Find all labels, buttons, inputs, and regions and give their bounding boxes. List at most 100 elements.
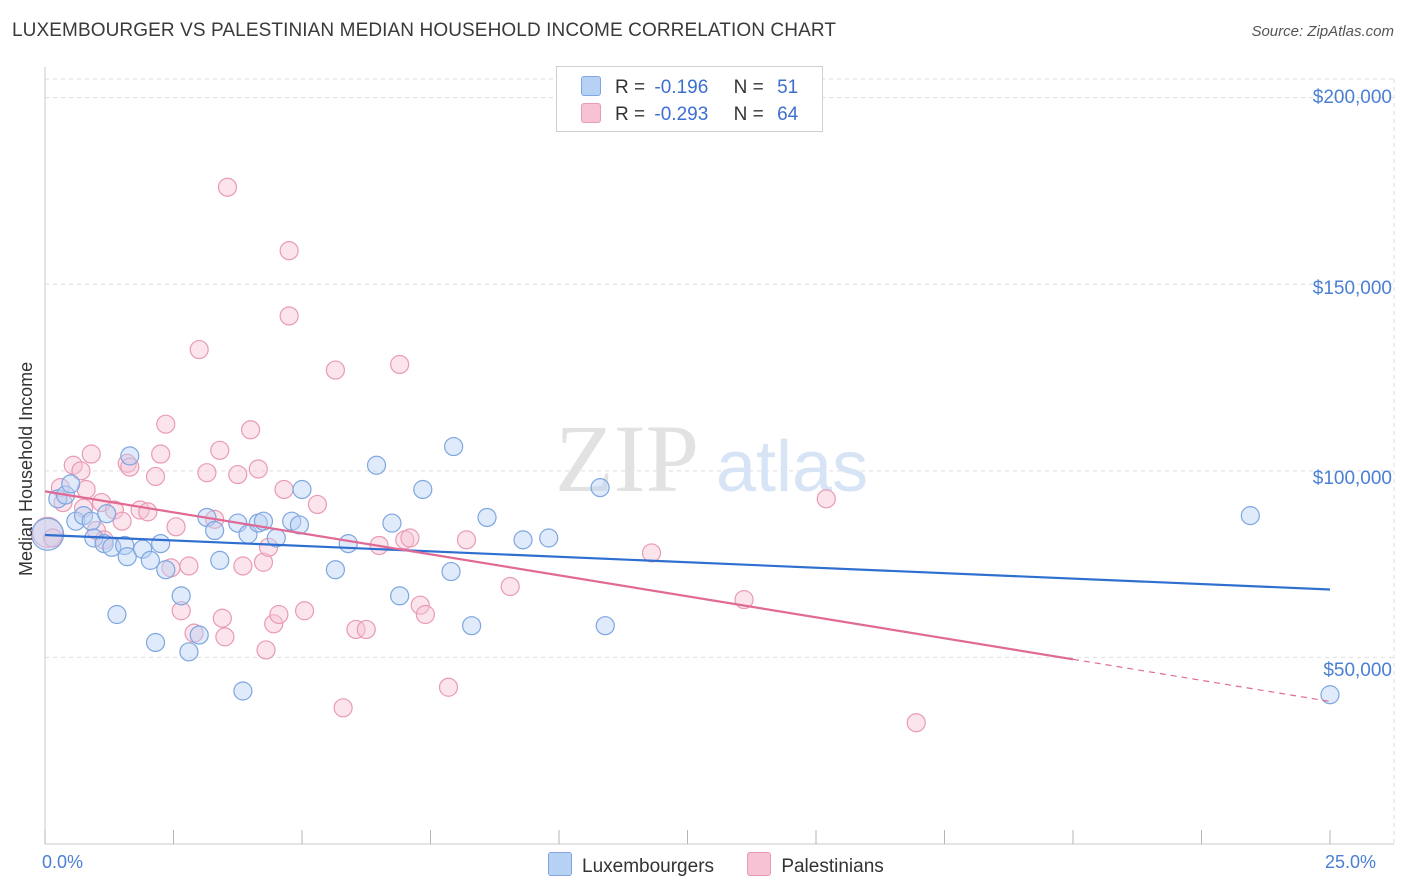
luxembourger-point [590, 478, 610, 498]
luxembourger-point [462, 616, 482, 636]
palestinian-point [410, 595, 430, 615]
legend-swatch-pink [581, 103, 601, 123]
legend-r-label: R = [615, 77, 646, 98]
legend-n-value: 64 [777, 104, 799, 125]
y-tick-label: $200,000 [1312, 87, 1392, 108]
luxembourger-point [140, 550, 160, 570]
palestinian-point [166, 517, 186, 537]
luxembourger-point [413, 479, 433, 500]
luxembourger-point [382, 513, 402, 533]
legend-r-label: R = [615, 104, 646, 125]
watermark-zip: ZIP [555, 405, 699, 512]
palestinian-point [307, 494, 328, 515]
palestinian-point [171, 601, 191, 621]
legend-label-luxembourgers: Luxembourgers [582, 856, 715, 877]
luxembourger-point [1320, 685, 1340, 705]
palestinian-point [346, 619, 366, 640]
palestinian-point [81, 444, 101, 464]
y-tick-label: $50,000 [1323, 660, 1392, 681]
palestinian-point [145, 466, 166, 487]
palestinian-point [233, 556, 253, 576]
palestinian-point [228, 464, 248, 485]
luxembourger-point [156, 560, 176, 580]
legend-n-value: 51 [777, 77, 799, 98]
luxembourgers-points [30, 436, 1340, 705]
palestinian-point [456, 530, 477, 550]
palestinian-point [356, 619, 376, 640]
chart-title: LUXEMBOURGER VS PALESTINIAN MEDIAN HOUSE… [12, 20, 837, 41]
luxembourger-point [477, 507, 497, 528]
luxembourger-point [205, 520, 225, 541]
palestinian-point [120, 457, 140, 477]
luxembourger-point [81, 511, 101, 531]
palestinian-point [438, 677, 459, 697]
y-tick-label: $150,000 [1312, 278, 1392, 299]
luxembourger-point [120, 446, 140, 466]
luxembourger-point [338, 533, 358, 554]
palestinian-point [269, 604, 289, 625]
luxembourger-point [107, 604, 127, 625]
legend-swatch-pink [747, 852, 772, 876]
palestinian-point [256, 640, 276, 660]
palestinian-point [400, 528, 420, 548]
legend-item-palestinians: Palestinians [747, 852, 884, 878]
trend-lines [44, 490, 1331, 703]
palestinian-point [212, 608, 232, 628]
luxembourger-point [539, 528, 559, 548]
palestinian-point [816, 489, 836, 509]
legend-r-value: -0.293 [654, 104, 709, 125]
palestinian-point [279, 241, 299, 261]
legend-row-luxembourgers: R = -0.196 N = 51 [581, 76, 798, 99]
luxembourger-point [292, 479, 312, 500]
palestinian-point [248, 459, 268, 479]
palestinian-point [71, 461, 91, 481]
source-label: Source: ZipAtlas.com [1251, 23, 1394, 40]
palestinian-point [31, 516, 64, 549]
watermark: ZIP atlas [555, 405, 868, 512]
luxembourger-point [595, 616, 615, 636]
palestinian-point [217, 177, 238, 197]
luxembourger-point [151, 533, 171, 554]
palestinian-point [390, 354, 410, 375]
luxembourger-point [117, 547, 137, 567]
palestinian-point [179, 556, 199, 576]
palestinian-point [325, 360, 346, 380]
luxembourger-point [513, 530, 533, 550]
palestinian-point [264, 614, 284, 634]
luxembourger-point [145, 632, 166, 653]
series-legend: Luxembourgers Palestinians [548, 852, 912, 878]
luxembourger-point [179, 642, 199, 662]
palestinian-point [156, 414, 176, 434]
luxembourger-point [233, 681, 253, 701]
y-tick-label: $100,000 [1312, 468, 1392, 489]
palestinian-point [500, 576, 520, 597]
axes [44, 67, 1394, 845]
palestinian-point [415, 604, 435, 625]
palestinian-point [43, 528, 63, 548]
legend-n-label: N = [733, 104, 764, 125]
legend-n-label: N = [733, 77, 764, 98]
luxembourger-point [61, 474, 81, 494]
legend-item-luxembourgers: Luxembourgers [548, 852, 714, 878]
legend-label-palestinians: Palestinians [781, 856, 884, 877]
palestinian-point [210, 440, 230, 460]
palestinian-point [906, 713, 926, 733]
palestinian-point [279, 306, 299, 326]
y-axis-label: Median Household Income [16, 361, 36, 576]
luxembourger-point [1240, 506, 1260, 526]
luxembourger-point [325, 560, 346, 580]
legend-swatch-blue [581, 76, 601, 96]
palestinian-point [294, 601, 315, 621]
palestinian-point [112, 511, 132, 531]
luxembourger-point [189, 625, 209, 645]
palestinian-point [241, 420, 261, 440]
palestinian-point [138, 502, 158, 522]
palestinians-points [31, 177, 926, 733]
palestinian-point [253, 552, 274, 572]
luxembourger-point [171, 586, 191, 606]
palestinian-point [333, 698, 353, 718]
correlation-legend: R = -0.196 N = 51 R = -0.293 N = 64 [556, 66, 823, 132]
x-tick-label: 0.0% [42, 852, 84, 872]
luxembourger-point [390, 586, 410, 606]
